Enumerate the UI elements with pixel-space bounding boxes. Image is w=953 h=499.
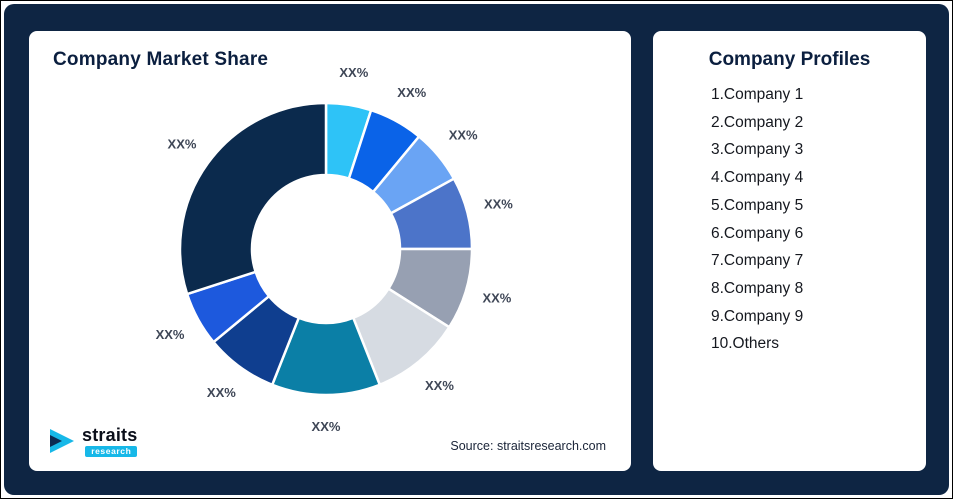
profiles-title: Company Profiles xyxy=(708,49,871,70)
segment-label: XX% xyxy=(312,419,341,434)
company-profiles-card: Company Profiles 1.Company 1 2.Company 2… xyxy=(653,31,926,471)
logo-brand: straits xyxy=(82,424,138,445)
list-item: 1.Company 1 xyxy=(711,86,804,103)
logo-text: straits research xyxy=(82,424,138,457)
market-share-card: Company Market Share XX% XX% XX% XX% XX% XX% X… xyxy=(29,31,631,471)
segment-label: XX% xyxy=(339,65,368,80)
profiles-list: 1.Company 1 2.Company 2 3.Company 3 4.Co… xyxy=(711,81,803,358)
logo-icon xyxy=(50,429,74,454)
segment-label: XX% xyxy=(156,327,185,342)
list-item: 8.Company 8 xyxy=(711,279,804,297)
list-item: 9.Company 9 xyxy=(711,307,804,325)
list-item: 2.Company 2 xyxy=(711,113,804,131)
donut-chart: XX% XX% XX% XX% XX% XX% XX% XX% XX% XX% xyxy=(156,65,514,434)
straits-research-logo: straits research xyxy=(47,424,138,457)
segment-label: XX% xyxy=(168,136,197,151)
segment-label: XX% xyxy=(397,85,426,100)
segment-label: XX% xyxy=(425,378,454,393)
source-text: Source: straitsresearch.com xyxy=(450,439,606,453)
segment-label: XX% xyxy=(207,385,236,400)
list-item: 3.Company 3 xyxy=(711,141,804,159)
donut-segment xyxy=(178,101,328,296)
segment-label: XX% xyxy=(484,197,513,212)
list-item: 7.Company 7 xyxy=(711,252,804,270)
segment-label: XX% xyxy=(482,291,511,306)
list-item: 4.Company 4 xyxy=(711,169,804,187)
chart-title: Company Market Share xyxy=(53,49,269,70)
background: Company Market Share XX% XX% XX% XX% XX% XX% X… xyxy=(4,4,949,495)
list-item: 5.Company 5 xyxy=(711,196,804,214)
list-item: 10.Others xyxy=(711,335,780,353)
segment-label: XX% xyxy=(449,128,478,143)
list-item: 6.Company 6 xyxy=(711,224,804,242)
logo-sub: research xyxy=(85,445,138,457)
